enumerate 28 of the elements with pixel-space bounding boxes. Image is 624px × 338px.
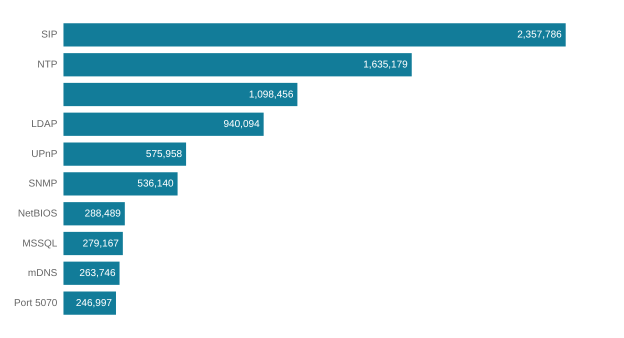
y-tick-label: NetBIOS (18, 208, 58, 220)
data-label: 288,489 (84, 208, 122, 220)
y-tick-label: NTP (37, 59, 58, 70)
data-label: 940,094 (224, 119, 260, 130)
data-label: 246,997 (76, 298, 112, 309)
bar (63, 262, 120, 285)
bar (63, 142, 186, 166)
y-tick-label: SNMP (28, 178, 58, 190)
data-label: 1,098,456 (248, 89, 294, 100)
y-tick-label: MSSQL (22, 238, 58, 250)
data-label: 2,357,786 (517, 30, 562, 41)
bar (63, 232, 123, 256)
bar (63, 53, 412, 76)
data-label: 263,746 (79, 268, 116, 280)
y-tick-label: SIP (41, 30, 58, 41)
y-tick-label: LDAP (31, 119, 58, 130)
y-tick-label: mDNS (28, 268, 58, 280)
data-label: 1,635,179 (363, 59, 408, 70)
bar (63, 112, 264, 136)
y-tick-label: UPnP (31, 148, 58, 160)
bar (63, 172, 178, 196)
bar (63, 202, 125, 226)
data-label: 279,167 (82, 238, 120, 250)
y-tick-label: Port 5070 (14, 298, 58, 309)
bar (63, 23, 566, 47)
data-label: 536,140 (137, 178, 174, 190)
bar (63, 82, 298, 106)
data-label: 575,958 (146, 148, 183, 160)
